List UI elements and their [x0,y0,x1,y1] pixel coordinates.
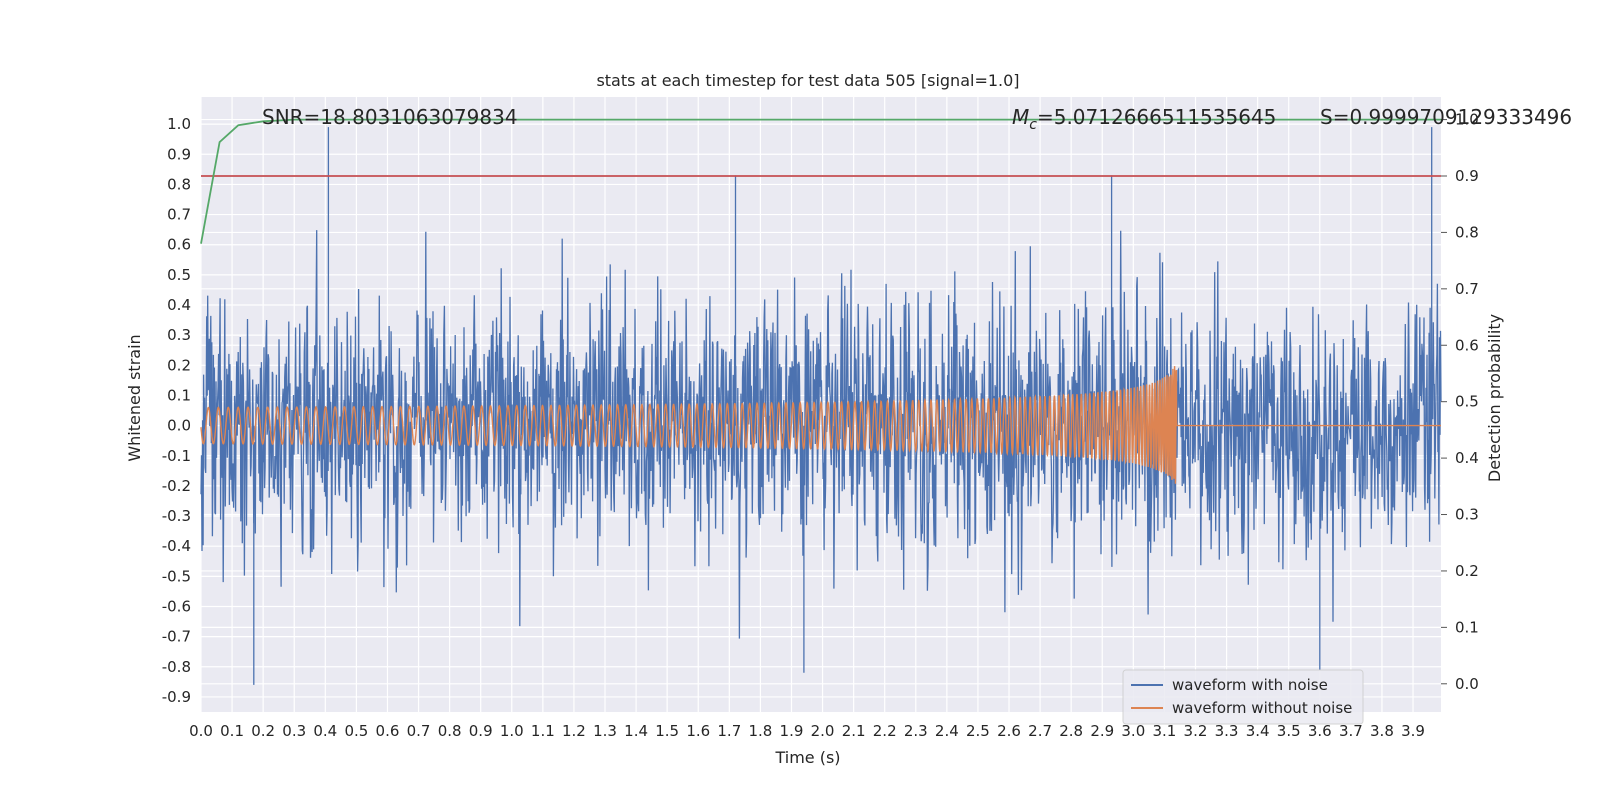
x-tick-label: 0.8 [438,722,462,740]
x-tick-label: 3.5 [1277,722,1301,740]
right-tick-label: 0.2 [1455,562,1479,580]
legend-box [1122,669,1364,725]
x-tick-label: 3.6 [1308,722,1332,740]
chirp-mass-annotation: Mc=5.0712666511535645 [1012,105,1276,133]
right-tick-label: 0.8 [1455,223,1479,241]
x-tick-label: 1.5 [655,722,679,740]
right-tick-label: 1.0 [1455,111,1479,129]
left-tick-label: 0.0 [167,417,191,435]
left-tick-label: -0.5 [162,567,191,585]
right-tick-label: 0.7 [1455,280,1479,298]
x-tick-label: 2.0 [811,722,835,740]
x-tick-label: 1.1 [531,722,555,740]
x-tick-label: 3.7 [1339,722,1363,740]
snr-annotation: SNR=18.8031063079834 [262,105,518,129]
x-tick-label: 2.2 [873,722,897,740]
x-tick-label: 3.2 [1184,722,1208,740]
detection-probability-line [200,118,1441,244]
x-tick-label: 2.1 [842,722,866,740]
x-tick-label: 2.3 [904,722,928,740]
x-axis-label: Time (s) [774,748,840,767]
right-axis-ticks: 1.0 0.9 0.8 0.7 0.6 0.5 0.4 0.3 0.2 0.1 0.0 [1441,111,1479,693]
x-tick-label: 1.4 [624,722,648,740]
x-tick-label: 2.8 [1059,722,1083,740]
left-tick-label: -0.7 [162,628,191,646]
left-tick-label: 0.6 [167,236,191,254]
left-tick-label: -0.9 [162,688,191,706]
x-tick-label: 2.5 [966,722,990,740]
noise-line [200,127,1442,685]
x-tick-label: 3.0 [1121,722,1145,740]
x-tick-label: 0.1 [220,722,244,740]
x-tick-label: 0.0 [189,722,213,740]
left-tick-label: -0.4 [162,537,191,555]
x-tick-label: 1.9 [780,722,804,740]
left-tick-label: 0.8 [167,175,191,193]
right-tick-label: 0.5 [1455,393,1479,411]
x-tick-label: 1.2 [562,722,586,740]
series-waveform-without-noise [200,366,1441,484]
x-tick-label: 3.3 [1215,722,1239,740]
left-axis-ticks: 1.0 0.9 0.8 0.7 0.6 0.5 0.4 0.3 0.2 0.1 0.0 -0.1 -0.… [162,115,191,706]
series-waveform-with-noise [200,127,1442,685]
x-tick-label: 2.9 [1090,722,1114,740]
right-tick-label: 0.1 [1455,618,1479,636]
signal-line [200,366,1441,484]
score-annotation: S=0.9999709129333496 [1320,105,1572,129]
x-tick-label: 1.0 [500,722,524,740]
x-tick-label: 1.6 [686,722,710,740]
x-tick-label: 0.6 [376,722,400,740]
series-detection-probability [200,118,1441,244]
right-tick-label: 0.4 [1455,449,1479,467]
x-tick-label: 3.1 [1152,722,1176,740]
left-axis-label: Whitened strain [125,334,144,461]
x-tick-label: 0.9 [469,722,493,740]
chirp-mass-value: =5.0712666511535645 [1037,105,1276,129]
left-tick-label: -0.8 [162,658,191,676]
legend: waveform with noise waveform without noi… [1122,669,1364,725]
x-tick-label: 0.7 [407,722,431,740]
left-tick-label: 0.1 [167,386,191,404]
x-tick-label: 2.4 [935,722,959,740]
x-tick-label: 1.8 [748,722,772,740]
x-tick-label: 3.8 [1370,722,1394,740]
left-tick-label: -0.1 [162,447,191,465]
x-tick-label: 1.3 [593,722,617,740]
x-tick-label: 0.3 [282,722,306,740]
left-tick-label: 0.2 [167,356,191,374]
legend-label-noise: waveform with noise [1172,676,1328,694]
x-axis-ticks: 0.0 0.1 0.2 0.3 0.4 0.5 0.6 0.7 0.8 0.9 1.0 1.1 1.2 1… [189,722,1425,740]
x-tick-label: 1.7 [717,722,741,740]
x-tick-label: 0.5 [344,722,368,740]
left-tick-label: -0.3 [162,507,191,525]
right-tick-label: 0.0 [1455,675,1479,693]
x-tick-label: 0.4 [313,722,337,740]
left-tick-label: 1.0 [167,115,191,133]
right-tick-label: 0.6 [1455,336,1479,354]
legend-label-signal: waveform without noise [1172,699,1352,717]
left-tick-label: 0.7 [167,206,191,224]
chirp-mass-subscript: c [1029,117,1037,133]
left-tick-label: -0.2 [162,477,191,495]
right-tick-label: 0.9 [1455,167,1479,185]
left-tick-label: 0.4 [167,296,191,314]
left-tick-label: 0.3 [167,326,191,344]
x-tick-label: 2.7 [1028,722,1052,740]
x-tick-label: 3.9 [1401,722,1425,740]
x-tick-label: 3.4 [1246,722,1270,740]
chart-title: stats at each timestep for test data 505… [596,71,1019,90]
right-axis-label: Detection probability [1485,314,1504,482]
left-tick-label: 0.9 [167,145,191,163]
x-tick-label: 2.6 [997,722,1021,740]
chirp-mass-symbol: M [1012,105,1029,129]
right-tick-label: 0.3 [1455,506,1479,524]
left-tick-label: -0.6 [162,597,191,615]
x-tick-label: 0.2 [251,722,275,740]
left-tick-label: 0.5 [167,266,191,284]
